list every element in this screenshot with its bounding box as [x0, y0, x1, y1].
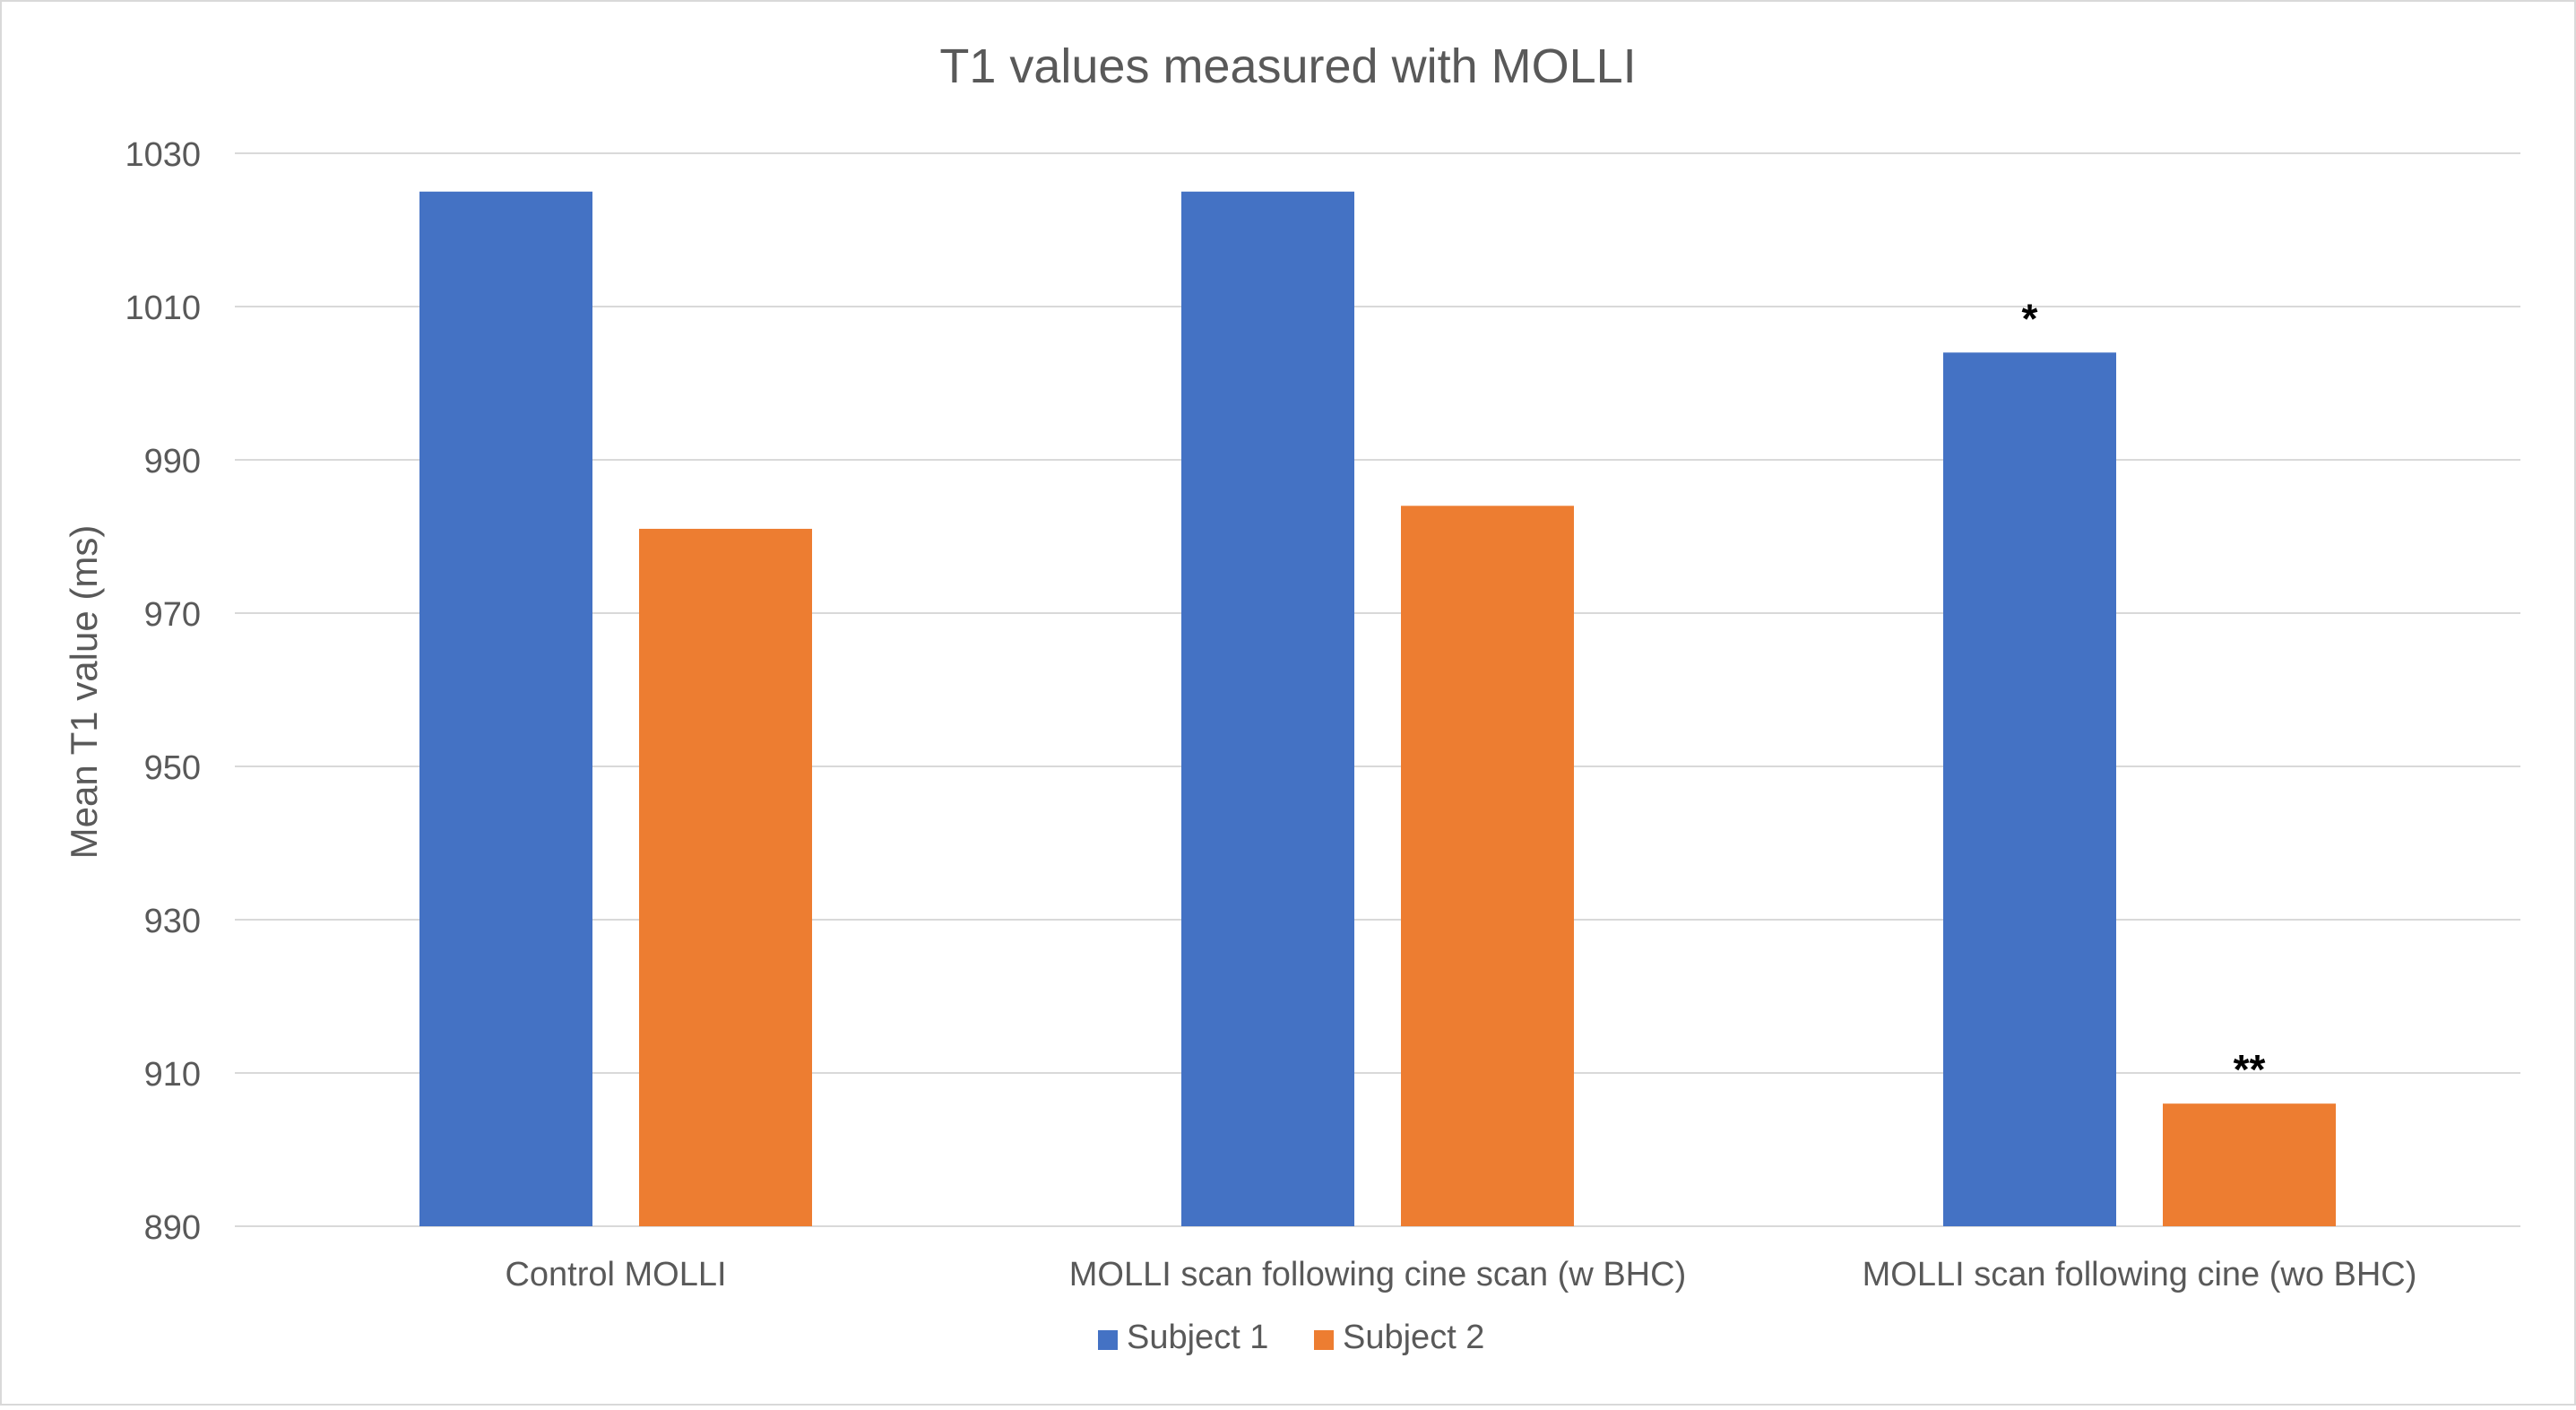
x-tick-label: MOLLI scan following cine (wo BHC): [1863, 1256, 2417, 1293]
legend-swatch: [1314, 1330, 1334, 1350]
y-tick-label: 1030: [125, 136, 201, 174]
y-tick-label: 950: [144, 749, 201, 787]
bar-subject-2: [639, 528, 812, 1226]
bar-subject-2: [2163, 1103, 2336, 1226]
bars: [419, 191, 2336, 1226]
chart-title: T1 values measured with MOLLI: [939, 39, 1636, 93]
gridlines: [235, 152, 2520, 1227]
y-tick-label: 990: [144, 443, 201, 480]
legend-swatch: [1098, 1330, 1118, 1350]
significance-marker: **: [2234, 1046, 2266, 1093]
legend-label: Subject 1: [1127, 1319, 1268, 1356]
y-tick-label: 970: [144, 596, 201, 634]
y-tick-label: 930: [144, 903, 201, 940]
x-axis-ticks: Control MOLLI MOLLI scan following cine s…: [505, 1256, 2416, 1293]
y-tick-label: 1010: [125, 290, 201, 327]
bar-subject-2: [1401, 506, 1574, 1226]
bar-subject-1: [1943, 352, 2116, 1226]
x-tick-label: MOLLI scan following cine scan (w BHC): [1069, 1256, 1686, 1293]
significance-marker: *: [2022, 295, 2038, 342]
y-axis-ticks: 890 910 930 950 970 990 1010 1030: [125, 136, 201, 1247]
bar-subject-1: [1181, 191, 1354, 1226]
y-tick-label: 890: [144, 1209, 201, 1247]
bar-subject-1: [419, 191, 592, 1226]
legend-label: Subject 2: [1343, 1319, 1484, 1356]
y-axis-label: Mean T1 value (ms): [63, 525, 105, 860]
y-tick-label: 910: [144, 1056, 201, 1094]
x-tick-label: Control MOLLI: [505, 1256, 726, 1293]
legend: Subject 1 Subject 2: [1098, 1319, 1484, 1356]
bar-annotations: ***: [2022, 295, 2266, 1093]
